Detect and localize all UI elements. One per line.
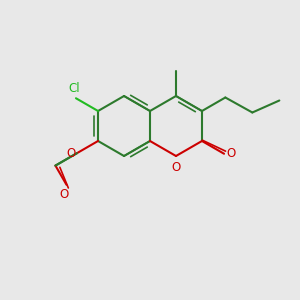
Text: O: O [171,161,181,174]
Text: O: O [66,147,75,160]
Text: O: O [226,147,236,160]
Text: O: O [59,188,68,201]
Text: Cl: Cl [69,82,80,95]
